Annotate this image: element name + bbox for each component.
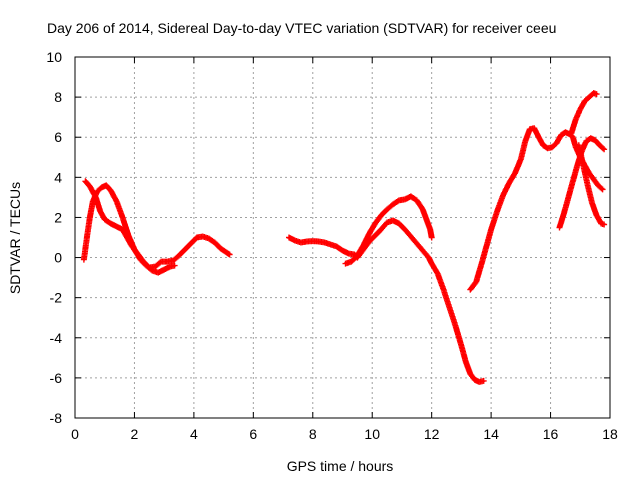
plus-markers: [342, 193, 435, 267]
y-tick-label: 4: [54, 169, 62, 185]
plot-frame: [74, 56, 611, 419]
x-tick-label: 4: [190, 426, 198, 442]
series-arc-7: [568, 90, 600, 137]
x-tick-label: 12: [424, 426, 440, 442]
x-tick-label: 18: [602, 426, 618, 442]
data-series: [80, 90, 608, 385]
y-tick-label: 2: [54, 209, 62, 225]
x-axis-label: GPS time / hours: [287, 458, 394, 474]
y-tick-label: 8: [54, 89, 62, 105]
y-tick-label: 0: [54, 250, 62, 266]
plus-markers: [286, 217, 487, 385]
chart-title: Day 206 of 2014, Sidereal Day-to-day VTE…: [47, 20, 556, 36]
plus-markers: [82, 178, 233, 271]
plus-markers: [568, 90, 600, 137]
y-tick-label: 10: [46, 49, 62, 65]
series-arc-3: [286, 217, 487, 385]
y-tick-label: -8: [50, 410, 63, 426]
y-axis-label: SDTVAR / TECUs: [7, 182, 23, 294]
x-tick-label: 6: [249, 426, 257, 442]
series-arc-2: [82, 178, 233, 271]
y-axis: -8 -6 -4 -2 0 2 4 6 8 10: [46, 49, 610, 426]
series-arc-4: [342, 193, 435, 267]
x-tick-label: 2: [131, 426, 139, 442]
grid: [75, 57, 610, 418]
x-axis: 0 2 4 6 8 10 12 14 16 18: [71, 57, 618, 442]
x-tick-label: 0: [71, 426, 79, 442]
y-tick-label: -6: [50, 370, 63, 386]
x-tick-label: 14: [483, 426, 499, 442]
y-tick-label: -2: [50, 290, 63, 306]
y-tick-label: 6: [54, 129, 62, 145]
x-tick-label: 10: [364, 426, 380, 442]
y-tick-label: -4: [50, 330, 63, 346]
series-arc-8: [575, 142, 608, 228]
plus-markers: [575, 142, 608, 228]
x-tick-label: 8: [309, 426, 317, 442]
x-tick-label: 16: [543, 426, 559, 442]
